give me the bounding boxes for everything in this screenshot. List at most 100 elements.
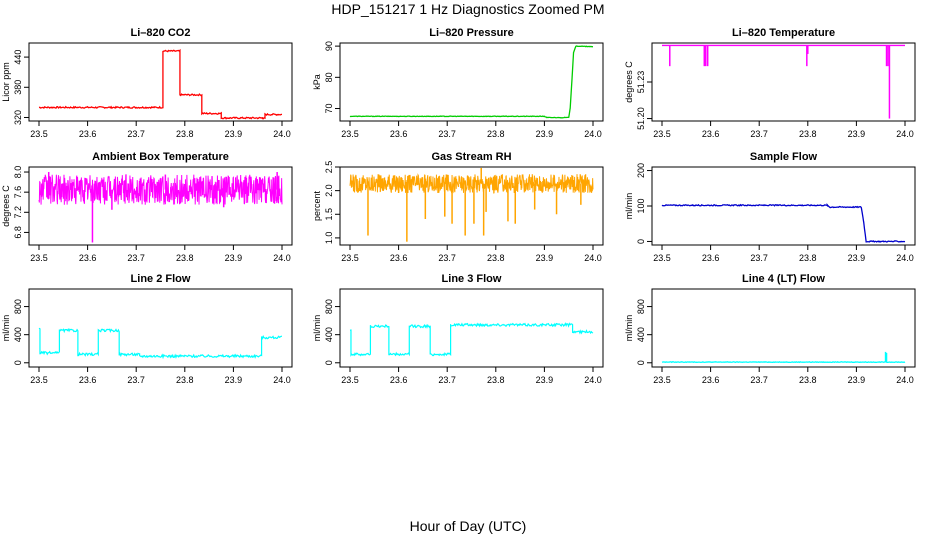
chart-panel-8: Line 3 Flow ml/min 23.5 23.6 23.7 23.8 23.9 24.… <box>312 273 604 385</box>
series-line <box>38 174 283 205</box>
x-tick-label: 23.9 <box>848 129 866 139</box>
x-tick-label: 23.9 <box>536 253 554 263</box>
plot-frame <box>339 166 604 246</box>
chart-panel-9: Line 4 (LT) Flow ml/min 23.5 23.6 23.7 23.8 23… <box>624 273 916 385</box>
y-tick-label: 400 <box>324 327 334 342</box>
y-tick-label: 70 <box>324 104 334 114</box>
x-tick-label: 23.7 <box>127 129 145 139</box>
y-tick-label: 1.0 <box>324 232 334 245</box>
y-tick-label: 440 <box>13 50 23 65</box>
x-tick-label: 23.8 <box>799 253 817 263</box>
y-tick-label: 90 <box>324 41 334 51</box>
x-tick-label: 23.5 <box>341 253 359 263</box>
y-tick-label: 0 <box>13 360 23 365</box>
chart-panel-1: Li–820 CO2 Licor ppm 23.5 23.6 23.7 23.8 23.9 2… <box>1 27 293 139</box>
chart-panel-5: Gas Stream RH percent 23.5 23.6 23.7 23.8 23.9… <box>312 151 604 263</box>
y-tick-label: 320 <box>13 110 23 125</box>
plot-frame <box>28 166 293 246</box>
y-tick-label: 8.0 <box>13 166 23 179</box>
x-tick-label: 23.8 <box>176 129 194 139</box>
x-tick-label: 23.6 <box>702 375 720 385</box>
x-tick-label: 23.5 <box>341 129 359 139</box>
series-line <box>661 203 906 243</box>
chart-title: Li–820 CO2 <box>131 27 191 39</box>
x-tick-label: 23.9 <box>225 253 243 263</box>
x-tick-label: 23.6 <box>79 253 97 263</box>
x-tick-label: 23.6 <box>702 129 720 139</box>
chart-title: Sample Flow <box>750 151 818 163</box>
x-tick-label: 23.8 <box>799 375 817 385</box>
y-tick-label: 80 <box>324 72 334 82</box>
x-tick-label: 23.7 <box>438 375 456 385</box>
y-tick-label: 800 <box>636 299 646 314</box>
x-tick-label: 23.8 <box>176 253 194 263</box>
y-tick-label: 1.5 <box>324 208 334 221</box>
x-tick-label: 23.9 <box>848 253 866 263</box>
x-tick-label: 23.7 <box>438 129 456 139</box>
x-tick-label: 23.6 <box>390 253 408 263</box>
y-tick-label: 800 <box>13 299 23 314</box>
x-tick-label: 23.8 <box>799 129 817 139</box>
y-tick-label: 0 <box>324 360 334 365</box>
page-title: HDP_151217 1 Hz Diagnostics Zoomed PM <box>331 1 605 17</box>
x-tick-label: 24.0 <box>584 253 602 263</box>
y-tick-label: 400 <box>13 327 23 342</box>
x-tick-label: 23.6 <box>390 129 408 139</box>
y-axis-label: degrees C <box>1 185 11 227</box>
y-tick-label: 7.2 <box>13 206 23 219</box>
series-line <box>349 173 594 194</box>
x-tick-label: 23.9 <box>225 129 243 139</box>
x-tick-label: 23.7 <box>750 253 768 263</box>
x-tick-label: 23.6 <box>79 375 97 385</box>
x-tick-label: 23.7 <box>127 253 145 263</box>
y-axis-label: degrees C <box>624 61 634 103</box>
x-tick-label: 23.5 <box>341 375 359 385</box>
x-tick-label: 24.0 <box>273 253 291 263</box>
x-tick-label: 23.6 <box>702 253 720 263</box>
chart-panel-4: Ambient Box Temperature degrees C 23.5 23.6… <box>1 151 293 263</box>
series-line <box>349 45 594 119</box>
x-tick-label: 23.7 <box>127 375 145 385</box>
y-tick-label: 100 <box>636 198 646 213</box>
x-tick-label: 23.7 <box>438 253 456 263</box>
x-tick-label: 23.5 <box>30 253 48 263</box>
y-tick-label: 400 <box>636 327 646 342</box>
x-tick-label: 24.0 <box>896 253 914 263</box>
series-line <box>38 48 283 120</box>
x-tick-label: 23.5 <box>30 129 48 139</box>
chart-title: Ambient Box Temperature <box>92 151 229 163</box>
plot-frame <box>28 42 293 122</box>
x-tick-label: 23.8 <box>487 375 505 385</box>
x-tick-label: 23.6 <box>390 375 408 385</box>
y-tick-label: 51.20 <box>636 107 646 130</box>
y-tick-label: 0 <box>636 360 646 365</box>
x-tick-label: 23.8 <box>487 253 505 263</box>
x-tick-label: 24.0 <box>584 375 602 385</box>
chart-panel-7: Line 2 Flow ml/min 23.5 23.6 23.7 23.8 23.9 24.… <box>1 273 293 385</box>
y-axis-label: ml/min <box>1 315 11 342</box>
series-line <box>661 361 906 364</box>
x-tick-label: 23.7 <box>750 375 768 385</box>
x-tick-label: 23.8 <box>176 375 194 385</box>
y-axis-label: percent <box>312 190 322 221</box>
y-tick-label: 51.23 <box>636 71 646 94</box>
x-tick-label: 23.8 <box>487 129 505 139</box>
y-axis-label: ml/min <box>312 315 322 342</box>
chart-title: Gas Stream RH <box>431 151 511 163</box>
y-axis-label: ml/min <box>624 315 634 342</box>
x-tick-label: 23.5 <box>30 375 48 385</box>
x-tick-label: 23.5 <box>653 253 671 263</box>
x-tick-label: 23.7 <box>750 129 768 139</box>
x-tick-label: 24.0 <box>273 129 291 139</box>
chart-title: Line 4 (LT) Flow <box>742 273 825 285</box>
y-tick-label: 200 <box>636 163 646 178</box>
y-tick-label: 0 <box>636 239 646 244</box>
series-line <box>38 327 283 360</box>
x-tick-label: 23.9 <box>536 129 554 139</box>
series-line <box>349 322 594 357</box>
x-tick-label: 24.0 <box>896 129 914 139</box>
y-tick-label: 2.0 <box>324 184 334 197</box>
y-tick-label: 7.6 <box>13 186 23 199</box>
x-axis-label: Hour of Day (UTC) <box>409 518 527 534</box>
